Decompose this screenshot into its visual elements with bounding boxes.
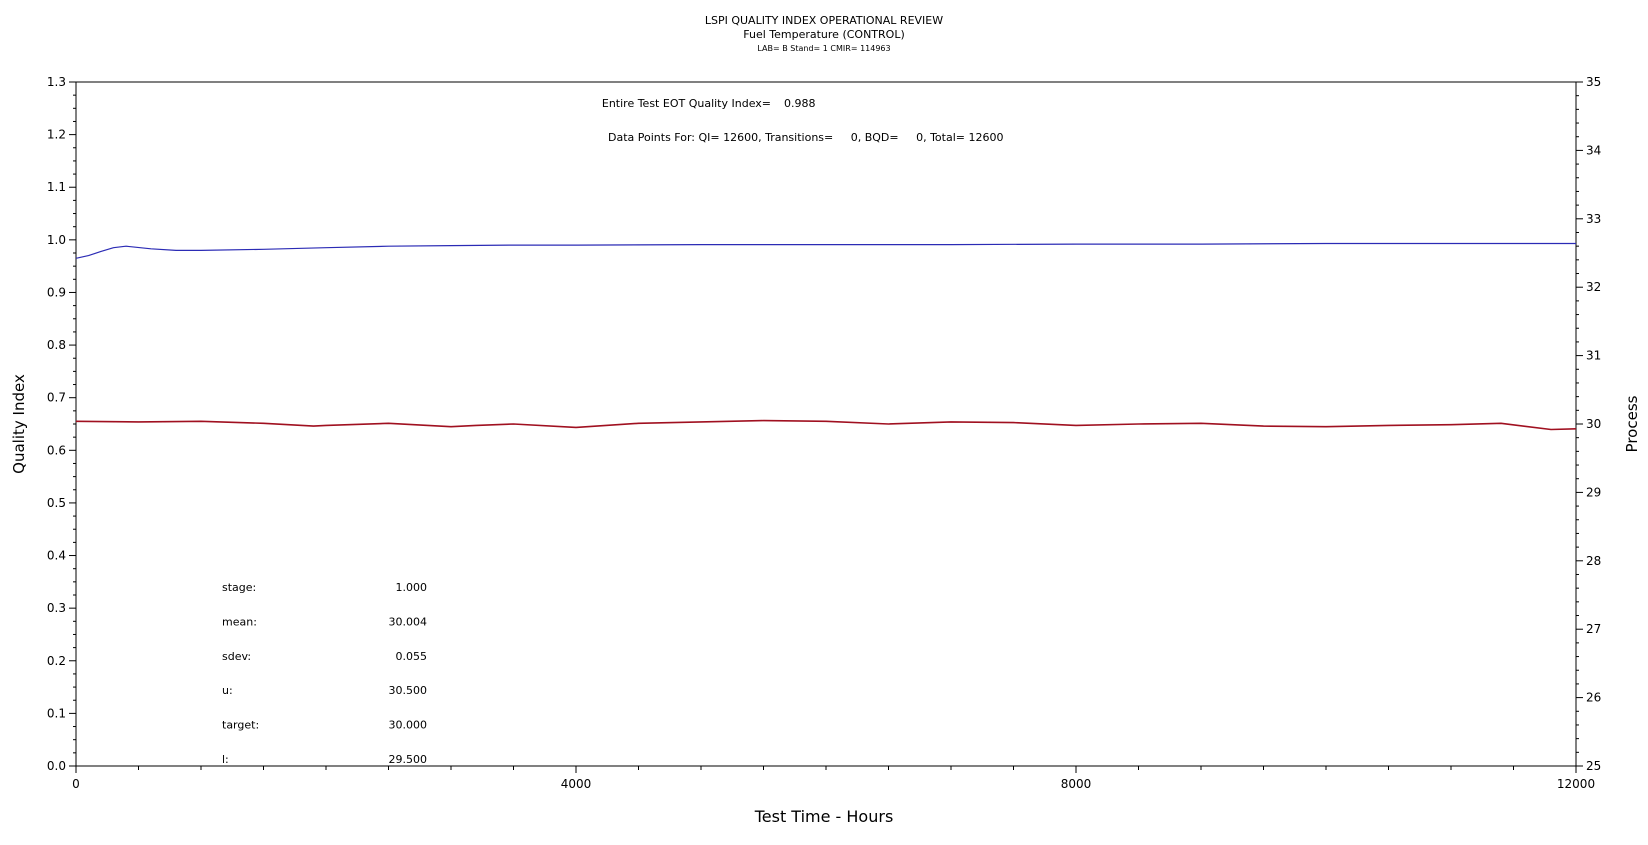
stat-label: sdev: <box>222 650 251 663</box>
x-tick-label: 8000 <box>1061 777 1092 791</box>
chart-info-line: LAB= B Stand= 1 CMIR= 114963 <box>757 44 890 53</box>
y-right-tick-label: 32 <box>1586 280 1601 294</box>
y-right-tick-label: 33 <box>1586 212 1601 226</box>
y-right-tick-label: 31 <box>1586 349 1601 363</box>
y-left-tick-label: 0.8 <box>47 338 66 352</box>
stat-value: 29.500 <box>389 753 428 766</box>
y-left-tick-label: 0.2 <box>47 654 66 668</box>
x-axis: 0 4000 8000 12000 <box>72 766 1595 791</box>
y-right-tick-label: 35 <box>1586 75 1601 89</box>
y-right-tick-label: 26 <box>1586 691 1601 705</box>
chart-subtitle: Fuel Temperature (CONTROL) <box>743 28 905 41</box>
stat-label: mean: <box>222 615 257 628</box>
stat-value: 30.500 <box>389 684 428 697</box>
y-axis-left-label: Quality Index <box>10 374 28 474</box>
x-tick-label: 4000 <box>561 777 592 791</box>
x-tick-label: 0 <box>72 777 80 791</box>
y-left-tick-label: 1.1 <box>47 180 66 194</box>
y-left-tick-label: 1.2 <box>47 128 66 142</box>
stat-label: target: <box>222 719 259 732</box>
stat-label: l: <box>222 753 229 766</box>
y-left-tick-label: 0.5 <box>47 496 66 510</box>
y-left-tick-label: 0.1 <box>47 706 66 720</box>
data-points-summary: Data Points For: QI= 12600, Transitions=… <box>608 131 1003 144</box>
stat-value: 30.000 <box>389 719 428 732</box>
y-axis-right-label: Process <box>1623 395 1641 452</box>
y-right-tick-label: 27 <box>1586 622 1601 636</box>
y-left-tick-label: 0.4 <box>47 549 66 563</box>
y-axis-right: 25 26 27 28 29 30 31 32 33 34 35 <box>1576 75 1601 773</box>
y-right-tick-label: 25 <box>1586 759 1601 773</box>
y-right-tick-label: 28 <box>1586 554 1601 568</box>
y-axis-left: 0.0 0.1 0.2 0.3 0.4 0.5 0.6 0.7 0.8 0.9 1.0 1.1 1.2 1… <box>47 75 76 773</box>
y-left-tick-label: 0.9 <box>47 285 66 299</box>
eot-quality-label: Entire Test EOT Quality Index= <box>602 97 771 110</box>
y-right-tick-label: 30 <box>1586 417 1601 431</box>
y-left-tick-label: 1.0 <box>47 233 66 247</box>
y-left-tick-label: 0.6 <box>47 443 66 457</box>
stat-label: u: <box>222 684 233 697</box>
series-layer <box>75 242 1577 431</box>
quality-index-line <box>75 242 1576 259</box>
stat-label: stage: <box>222 581 256 594</box>
y-left-tick-label: 0.7 <box>47 391 66 405</box>
stats-table: stage: 1.000 mean: 30.004 sdev: 0.055 u: 30.500… <box>222 581 427 766</box>
y-right-tick-label: 29 <box>1586 485 1601 499</box>
x-tick-label: 12000 <box>1557 777 1595 791</box>
plot-frame <box>75 81 1577 767</box>
eot-quality-value: 0.988 <box>784 97 816 110</box>
stat-value: 0.055 <box>396 650 428 663</box>
stat-value: 30.004 <box>389 615 428 628</box>
y-left-tick-label: 1.3 <box>47 75 66 89</box>
x-axis-label: Test Time - Hours <box>754 807 894 826</box>
y-left-tick-label: 0.3 <box>47 601 66 615</box>
y-left-tick-label: 0.0 <box>47 759 66 773</box>
process-line <box>75 419 1577 431</box>
y-right-tick-label: 34 <box>1586 143 1601 157</box>
chart-title: LSPI QUALITY INDEX OPERATIONAL REVIEW <box>705 14 943 27</box>
stat-value: 1.000 <box>396 581 428 594</box>
